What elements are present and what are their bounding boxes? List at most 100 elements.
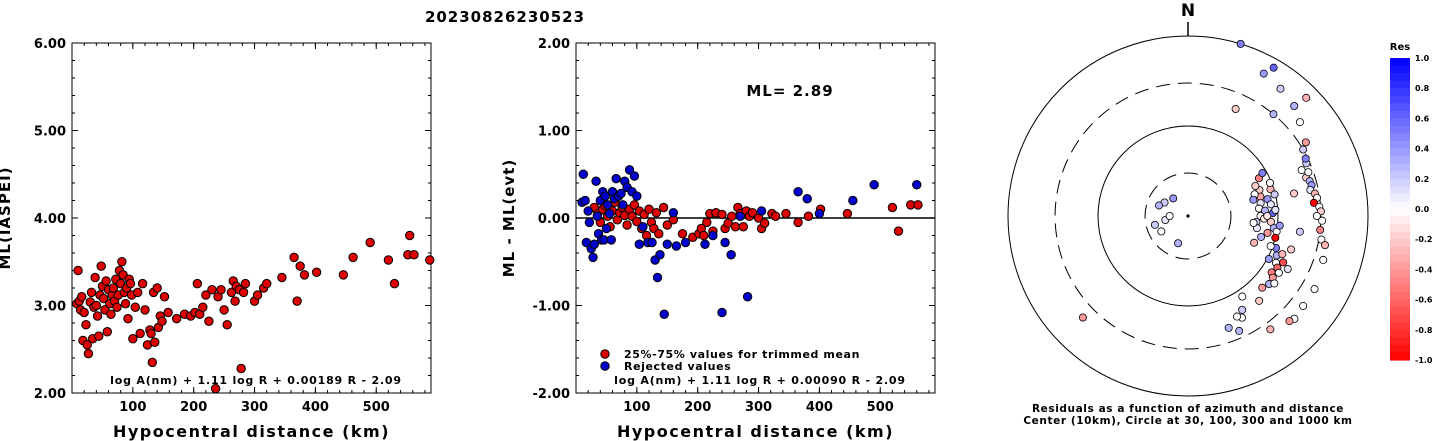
data-point bbox=[295, 261, 305, 271]
panel-1-frame bbox=[71, 42, 432, 394]
data-point bbox=[210, 383, 221, 394]
data-point bbox=[365, 237, 375, 248]
data-point bbox=[425, 255, 435, 265]
colorbar-cell bbox=[1390, 178, 1410, 187]
x-tick-label: 500 bbox=[867, 400, 894, 415]
residual-point bbox=[1276, 84, 1285, 93]
data-point bbox=[204, 316, 214, 326]
data-point bbox=[591, 176, 601, 186]
data-point bbox=[583, 206, 593, 216]
legend-label: Rejected values bbox=[624, 360, 731, 373]
x-tick-label: 100 bbox=[119, 400, 146, 415]
x-tick-label: 500 bbox=[363, 400, 390, 415]
data-point bbox=[240, 278, 251, 289]
residual-point bbox=[1238, 305, 1247, 314]
y-tick-label: 2.00 bbox=[34, 387, 66, 402]
data-point bbox=[90, 272, 100, 283]
residual-point bbox=[1155, 201, 1164, 210]
colorbar-cell bbox=[1390, 201, 1410, 210]
residual-point bbox=[1233, 312, 1242, 321]
colorbar-tick-label: 0.4 bbox=[1415, 145, 1430, 154]
residual-point bbox=[1316, 225, 1325, 234]
colorbar-tick-label: -0.8 bbox=[1415, 326, 1433, 335]
data-point bbox=[112, 302, 122, 312]
colorbar-cell bbox=[1390, 239, 1410, 248]
residual-point bbox=[1157, 227, 1166, 236]
colorbar-tick-label: -1.0 bbox=[1415, 356, 1433, 365]
data-point bbox=[120, 299, 131, 309]
legend-marker bbox=[600, 349, 610, 359]
legend-marker bbox=[600, 361, 610, 371]
data-point bbox=[622, 220, 632, 230]
colorbar-cell bbox=[1390, 133, 1410, 142]
residual-point bbox=[1169, 194, 1178, 203]
x-tick-label: 400 bbox=[302, 400, 329, 415]
residual-point bbox=[1255, 296, 1264, 305]
data-point bbox=[77, 292, 87, 302]
colorbar-cell bbox=[1390, 110, 1410, 119]
residual-point bbox=[1270, 279, 1279, 288]
data-point bbox=[730, 222, 741, 232]
data-point bbox=[781, 208, 791, 219]
residual-point bbox=[1270, 190, 1279, 199]
colorbar-cell bbox=[1390, 337, 1410, 346]
data-point bbox=[848, 195, 858, 206]
data-point bbox=[647, 237, 657, 248]
data-point bbox=[632, 191, 642, 201]
data-point bbox=[793, 187, 803, 197]
colorbar-cell bbox=[1390, 73, 1410, 82]
data-point bbox=[662, 239, 672, 249]
colorbar-cell bbox=[1390, 216, 1410, 225]
residual-point bbox=[1319, 255, 1328, 264]
data-point bbox=[252, 290, 263, 300]
colorbar-cell bbox=[1390, 95, 1410, 104]
x-axis-label: Hypocentral distance (km) bbox=[617, 422, 894, 441]
x-tick-label: 200 bbox=[684, 400, 711, 415]
formula-text: log A(nm) + 1.11 log R + 0.00090 R - 2.0… bbox=[614, 374, 906, 387]
residual-point bbox=[1274, 268, 1283, 277]
data-point bbox=[727, 211, 737, 221]
x-tick-label: 100 bbox=[623, 400, 650, 415]
data-point bbox=[606, 235, 616, 245]
residual-point bbox=[1264, 254, 1273, 263]
data-point bbox=[651, 208, 662, 218]
residual-point bbox=[1299, 145, 1308, 154]
residual-point bbox=[1278, 250, 1287, 259]
residual-point bbox=[1269, 63, 1278, 72]
residual-point bbox=[1258, 169, 1267, 178]
data-point bbox=[262, 278, 272, 289]
data-point bbox=[814, 208, 825, 219]
residual-point bbox=[1249, 218, 1258, 227]
colorbar-cell bbox=[1390, 344, 1410, 354]
data-point bbox=[592, 211, 602, 221]
data-point bbox=[869, 180, 879, 190]
colorbar-cell bbox=[1390, 156, 1410, 165]
caption-line-1: Residuals as a function of azimuth and d… bbox=[1032, 403, 1344, 415]
residual-point bbox=[1263, 228, 1272, 237]
formula-text: log A(nm) + 1.11 log R + 0.00189 R - 2.0… bbox=[110, 374, 402, 387]
colorbar-cell bbox=[1390, 276, 1410, 286]
data-point bbox=[383, 255, 394, 265]
data-point bbox=[708, 230, 718, 241]
residual-point bbox=[1321, 241, 1330, 250]
residual-point bbox=[1249, 195, 1258, 204]
residual-point bbox=[1290, 189, 1299, 198]
residual-point bbox=[1301, 138, 1310, 147]
data-point bbox=[207, 285, 217, 295]
data-point bbox=[236, 363, 246, 374]
colorbar-tick-label: 0.6 bbox=[1415, 114, 1430, 123]
data-point bbox=[604, 208, 615, 219]
data-point bbox=[842, 208, 853, 219]
colorbar-cell bbox=[1390, 292, 1410, 301]
data-point bbox=[632, 216, 642, 227]
residual-point bbox=[1174, 239, 1183, 248]
data-point bbox=[389, 278, 400, 289]
y-tick-label: 5.00 bbox=[34, 125, 66, 140]
data-point bbox=[700, 239, 710, 249]
data-point bbox=[147, 357, 158, 368]
data-point bbox=[135, 328, 145, 339]
data-point bbox=[102, 327, 112, 337]
data-point bbox=[163, 307, 173, 318]
data-point bbox=[668, 208, 679, 218]
